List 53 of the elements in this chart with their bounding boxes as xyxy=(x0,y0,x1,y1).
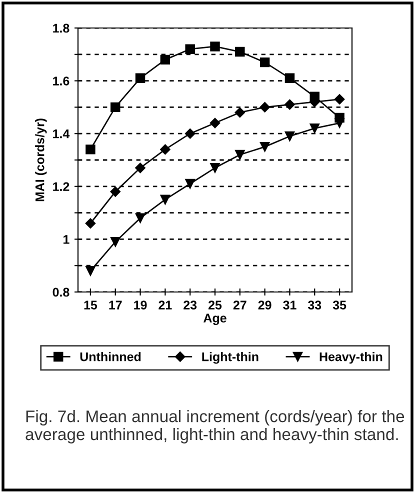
point xyxy=(135,162,146,174)
x-tick-label: 25 xyxy=(208,300,222,310)
y-tick-label: 1.6 xyxy=(53,76,70,86)
point xyxy=(184,128,196,139)
point xyxy=(234,107,246,118)
point xyxy=(110,102,120,112)
x-tick-label: 15 xyxy=(84,300,98,310)
x-tick-label: 17 xyxy=(109,300,122,310)
point xyxy=(284,131,295,142)
x-tick-label: 21 xyxy=(158,300,172,310)
x-tick-label: 19 xyxy=(134,300,147,310)
caption: Fig. 7d. Mean annual increment (cords/year) for the average unthinned, light-thin and heavy-thin stand. xyxy=(26,410,404,444)
point xyxy=(334,118,344,128)
point xyxy=(284,99,295,110)
y-tick-label: 1.2 xyxy=(53,182,70,191)
point xyxy=(185,178,195,189)
point xyxy=(110,236,120,247)
y-tick-label: 0.8 xyxy=(52,288,70,297)
y-tick-label: 1 xyxy=(64,235,70,244)
point xyxy=(110,186,120,197)
point xyxy=(210,118,220,128)
legend-label: Light-thin xyxy=(202,352,258,364)
x-tick-label: 27 xyxy=(233,300,246,310)
x-tick-label: 29 xyxy=(258,300,272,310)
point xyxy=(235,150,245,160)
point xyxy=(210,42,220,52)
point xyxy=(86,144,96,154)
x-tick-label: 23 xyxy=(184,300,197,310)
x-tick-label: 35 xyxy=(332,300,346,310)
y-tick-label: 1.4 xyxy=(53,130,70,138)
y-axis-title: MAI (cords/yr) xyxy=(35,118,47,202)
point xyxy=(160,144,170,155)
legend-label: Heavy-thin xyxy=(320,352,382,364)
point xyxy=(260,102,270,112)
point xyxy=(160,54,170,65)
point xyxy=(210,163,220,173)
y-tick-label: 1.8 xyxy=(53,24,70,33)
point xyxy=(85,218,96,228)
point xyxy=(185,44,195,54)
x-axis-title: Age xyxy=(204,314,226,326)
x-tick-label: 33 xyxy=(308,300,322,310)
point xyxy=(334,94,345,104)
x-tick-label: 31 xyxy=(283,300,296,310)
point xyxy=(284,73,295,84)
legend-label: Unthinned xyxy=(80,352,141,362)
point xyxy=(260,57,270,68)
point xyxy=(86,266,96,276)
point xyxy=(310,123,320,134)
point xyxy=(135,213,146,223)
point xyxy=(135,73,146,84)
point xyxy=(235,46,245,57)
point xyxy=(160,194,170,204)
point xyxy=(260,142,270,152)
